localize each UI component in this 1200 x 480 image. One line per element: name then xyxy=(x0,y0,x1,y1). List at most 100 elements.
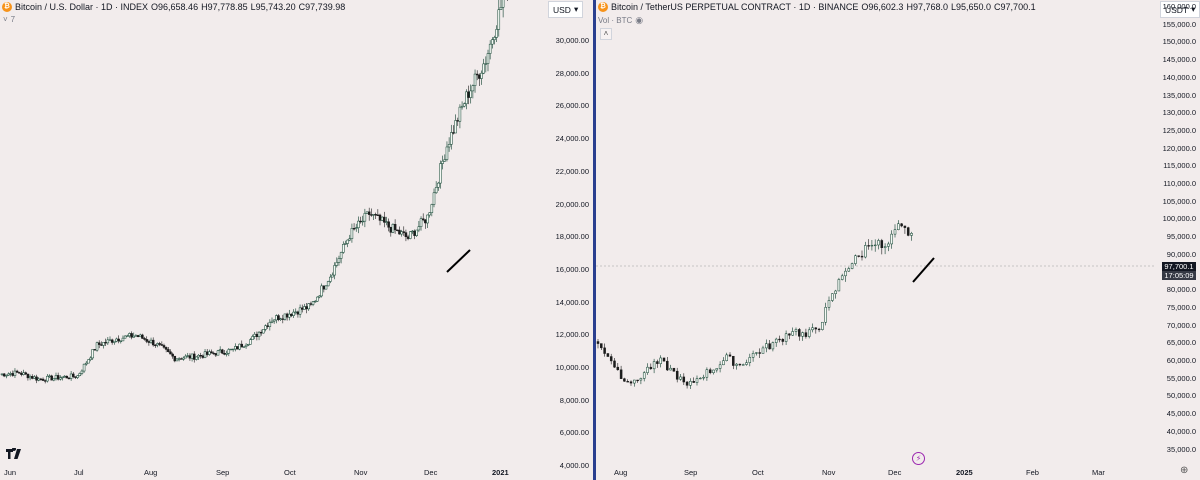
chart-pane-left[interactable]: ₿ Bitcoin / U.S. Dollar · 1D · INDEX O96… xyxy=(0,0,593,480)
candle-body xyxy=(175,358,179,362)
price-axis-left[interactable]: 30,000.00 28,000.00 26,000.00 24,000.00 22,0… xyxy=(548,0,593,470)
candle-body xyxy=(748,357,752,363)
candle-body xyxy=(728,354,732,357)
candle-body xyxy=(186,355,190,357)
candle-body xyxy=(268,322,272,327)
candle-body xyxy=(141,334,144,339)
candle-body xyxy=(0,373,4,375)
candle-body xyxy=(326,281,330,287)
collapse-toggle-icon[interactable]: ˄ xyxy=(600,28,612,40)
candle-body xyxy=(471,85,475,92)
price-tick: 130,000.0 xyxy=(1162,108,1196,118)
candlestick-chart-left[interactable] xyxy=(0,0,593,480)
candle-body xyxy=(460,105,464,108)
candle-body xyxy=(400,231,403,235)
symbol-header-right: ₿ Bitcoin / TetherUS PERPETUAL CONTRACT … xyxy=(598,2,1036,12)
candle-body xyxy=(600,343,603,349)
candle-body xyxy=(432,192,436,205)
candle-body xyxy=(421,218,425,221)
lightning-event-icon[interactable]: ⚡ xyxy=(912,452,925,465)
time-axis-left[interactable]: Jun Jul Aug Sep Oct Nov Dec 2021 xyxy=(0,466,548,480)
candle-body xyxy=(285,313,289,318)
price-tick: 45,000.0 xyxy=(1166,409,1196,419)
candle-body xyxy=(74,376,77,378)
eye-icon[interactable]: ◉ xyxy=(635,15,644,25)
price-tick: 90,000.0 xyxy=(1166,249,1196,259)
candle-body xyxy=(642,372,646,379)
symbol-title-left[interactable]: Bitcoin / U.S. Dollar · 1D · INDEX xyxy=(15,2,149,12)
candle-body xyxy=(887,243,890,247)
candle-body xyxy=(439,163,442,184)
candle-body xyxy=(151,339,155,346)
candle-body xyxy=(283,313,287,320)
candle-body xyxy=(659,357,662,364)
price-tick: 145,000.0 xyxy=(1162,55,1196,65)
currency-selector-left[interactable]: USD ▾ xyxy=(548,1,584,18)
candle-body xyxy=(383,216,386,223)
candle-body xyxy=(333,265,336,276)
trendline-drawing[interactable] xyxy=(912,257,935,283)
tradingview-logo-icon[interactable] xyxy=(6,448,24,460)
volume-indicator-label[interactable]: Vol · BTC ◉ xyxy=(598,15,643,26)
ohlc-low-left: L95,743.20 xyxy=(250,2,296,12)
currency-selector-right[interactable]: USDT ▾ xyxy=(1160,1,1200,18)
candle-body xyxy=(465,91,468,105)
candle-body xyxy=(692,381,695,383)
candle-body xyxy=(794,329,798,332)
candle-body xyxy=(244,344,248,347)
candle-body xyxy=(765,343,768,349)
candle-body xyxy=(372,214,375,216)
candle-body xyxy=(240,343,244,348)
candle-body xyxy=(313,300,317,303)
candle-body xyxy=(303,306,306,310)
candle-body xyxy=(97,342,101,345)
pane-divider[interactable] xyxy=(593,0,596,480)
candle-body xyxy=(426,214,429,224)
candle-body xyxy=(411,230,414,233)
candle-body xyxy=(689,381,692,386)
candle-body xyxy=(486,53,490,64)
chart-pane-right[interactable]: ₿ Bitcoin / TetherUS PERPETUAL CONTRACT … xyxy=(596,0,1200,480)
indicator-toggle[interactable]: ˅ 7 xyxy=(3,15,15,24)
current-price-label: 97,700.1 xyxy=(1162,262,1196,271)
candle-body xyxy=(30,376,34,379)
candle-body xyxy=(361,220,364,223)
candle-body xyxy=(801,332,804,337)
candlestick-chart-right[interactable] xyxy=(596,0,1200,480)
price-tick: 75,000.0 xyxy=(1166,302,1196,312)
chevron-down-icon: ▾ xyxy=(573,4,579,14)
price-tick: 22,000.00 xyxy=(555,166,589,176)
candle-body xyxy=(679,376,682,380)
candle-body xyxy=(91,349,94,359)
candle-body xyxy=(182,357,185,360)
candle-body xyxy=(95,342,99,351)
candle-body xyxy=(100,344,103,346)
candle-body xyxy=(408,231,412,239)
candle-body xyxy=(20,372,23,375)
candle-body xyxy=(784,333,788,342)
candle-body xyxy=(158,343,161,345)
candle-body xyxy=(480,72,483,79)
candle-body xyxy=(290,313,293,316)
candle-body xyxy=(352,228,356,230)
candle-body xyxy=(7,373,10,376)
candle-body xyxy=(758,352,761,354)
price-tick: 40,000.0 xyxy=(1166,426,1196,436)
candle-body xyxy=(281,318,285,320)
symbol-title-right[interactable]: Bitcoin / TetherUS PERPETUAL CONTRACT · … xyxy=(611,2,859,12)
price-axis-right[interactable]: 160,000.0 155,000.0 150,000.0 145,000.0 140,… xyxy=(1156,0,1200,470)
candle-body xyxy=(5,374,8,377)
candle-body xyxy=(26,373,30,379)
candle-body xyxy=(115,338,118,342)
candle-body xyxy=(35,376,38,381)
time-axis-right[interactable]: Aug Sep Oct Nov Dec 2025 Feb Mar xyxy=(596,466,1156,480)
candle-body xyxy=(798,329,801,337)
candle-body xyxy=(374,214,377,216)
candle-body xyxy=(130,333,133,338)
trendline-drawing[interactable] xyxy=(446,249,471,273)
candle-body xyxy=(305,306,308,310)
candle-body xyxy=(814,327,818,330)
candle-body xyxy=(781,338,785,342)
add-settings-icon[interactable]: ⊕ xyxy=(1180,465,1189,476)
candle-body xyxy=(613,360,616,368)
